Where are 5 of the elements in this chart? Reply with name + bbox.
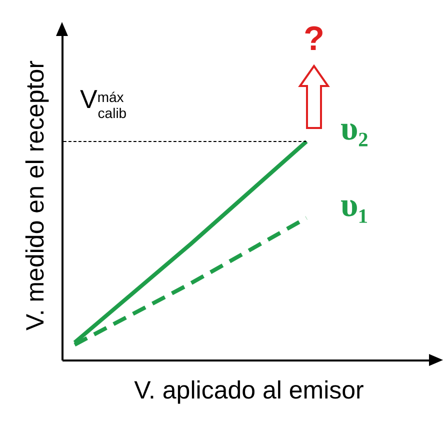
series-label: υ₂	[340, 110, 368, 148]
series-label: υ₁	[340, 186, 368, 224]
x-axis-title: V. aplicado al emisor	[134, 376, 364, 404]
text: ?	[304, 20, 324, 58]
y-axis-title: V. medido en el receptor	[22, 60, 50, 331]
